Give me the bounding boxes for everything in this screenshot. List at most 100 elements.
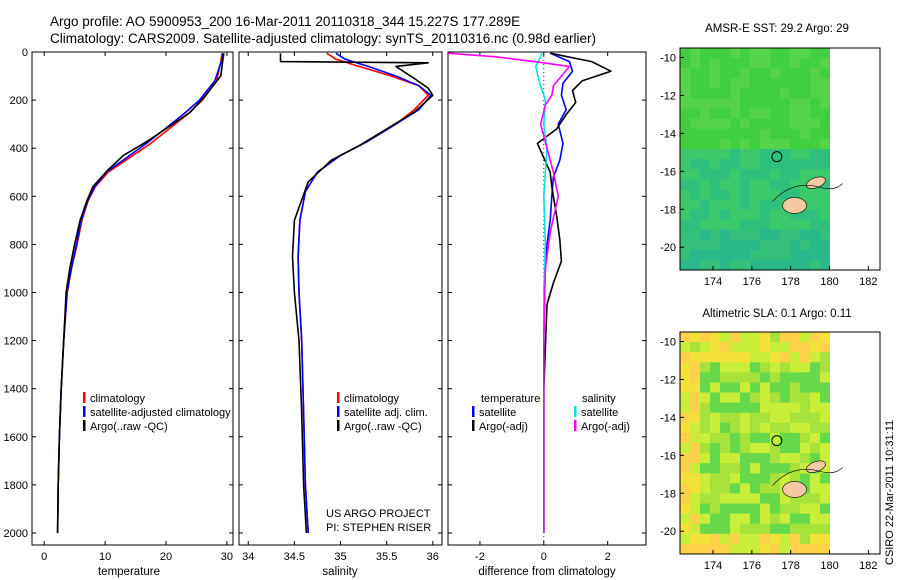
map-cell — [730, 48, 741, 59]
map-cell — [680, 199, 691, 210]
map-cell — [810, 58, 821, 69]
map-cell — [750, 78, 761, 89]
map-cell — [740, 402, 751, 414]
map-cell — [740, 543, 751, 555]
map-cell — [710, 352, 721, 363]
x-tick-label: 35.5 — [376, 551, 397, 563]
map-cell — [820, 108, 831, 120]
map-cell — [770, 463, 781, 474]
map-cell — [680, 209, 691, 221]
map-cell — [700, 392, 711, 404]
map-cell — [700, 78, 711, 89]
map-y-tick-label: -14 — [660, 128, 676, 140]
map-cell — [790, 493, 801, 505]
map-cell — [810, 48, 821, 59]
map-cell — [790, 98, 801, 110]
series-line-argo-raw-qc- — [279, 53, 434, 534]
map-y-tick-label: -12 — [660, 374, 676, 386]
map-cell — [800, 108, 811, 120]
map-cell — [710, 503, 721, 515]
map-cell — [820, 229, 831, 241]
map-x-tick-label: 174 — [704, 560, 722, 572]
map-cell — [780, 68, 791, 79]
map-cell — [720, 259, 731, 271]
x-tick-label: 10 — [99, 551, 111, 563]
difference-panel: -2 0 2 difference from climatology tempera… — [447, 51, 647, 578]
map-cell — [730, 513, 741, 525]
map-cell — [730, 422, 741, 434]
map-cell — [680, 88, 691, 99]
map-cell — [760, 68, 771, 79]
map-cell — [810, 533, 821, 545]
map-cell — [800, 402, 811, 414]
map-cell — [810, 148, 821, 160]
map-cell — [770, 453, 781, 464]
map-cell — [690, 88, 701, 99]
map-cell — [740, 523, 751, 535]
depth-tick-label: 1800 — [4, 480, 28, 492]
map-cell — [780, 493, 791, 505]
map-frame — [679, 331, 881, 555]
map-cell — [730, 463, 741, 474]
map-cell — [750, 523, 761, 535]
map-cell — [800, 98, 811, 110]
map-cell — [790, 453, 801, 464]
map-cell — [730, 402, 741, 414]
map-cell — [760, 239, 771, 251]
map-cell — [760, 128, 771, 140]
legend-title-salinity: salinity — [582, 393, 616, 405]
depth-tick-label: 1400 — [4, 384, 28, 396]
map-cell — [770, 229, 781, 241]
map-cell — [810, 249, 821, 261]
salinity-series — [279, 52, 434, 534]
map-cell — [760, 382, 771, 394]
map-cell — [780, 422, 791, 434]
map-cell — [680, 332, 691, 343]
map-cell — [790, 332, 801, 343]
map-cell — [690, 362, 701, 373]
map-cell — [730, 169, 741, 180]
map-cell — [820, 199, 831, 210]
map-cell — [800, 219, 811, 231]
depth-tick-label: 600 — [10, 191, 28, 203]
map-cell — [690, 402, 701, 414]
map-cell — [700, 239, 711, 251]
legend-temp-satellite: satellite — [479, 407, 516, 419]
map-cell — [690, 239, 701, 251]
map-cell — [790, 463, 801, 474]
map-cell — [780, 473, 791, 484]
map-cell — [760, 493, 771, 505]
map-cell — [710, 108, 721, 120]
map-cell — [800, 332, 811, 343]
map-cell — [700, 453, 711, 464]
map-cell — [800, 513, 811, 525]
map-cell — [760, 98, 771, 110]
map-cell — [700, 503, 711, 515]
map-cell — [800, 432, 811, 444]
map-cell — [740, 533, 751, 545]
map-cell — [710, 68, 721, 79]
map-cell — [820, 543, 831, 555]
map-cell — [750, 473, 761, 484]
map-cell — [770, 58, 781, 69]
map-y-tick-label: -16 — [660, 166, 676, 178]
map-cell — [720, 342, 731, 353]
map-cell — [810, 199, 821, 210]
temperature-legend: climatology satellite-adjusted climatolo… — [83, 392, 231, 433]
map-cell — [740, 88, 751, 99]
map-cell — [690, 78, 701, 89]
difference-ticks: -2 0 2 — [448, 51, 646, 563]
map-cell — [690, 98, 701, 110]
map-cell — [800, 209, 811, 221]
header-line-1: Argo profile: AO 5900953_200 16-Mar-2011… — [50, 14, 520, 29]
map-cell — [730, 219, 741, 231]
map-cell — [690, 189, 701, 200]
map-cell — [770, 332, 781, 343]
map-cell — [780, 443, 791, 454]
x-tick-label: 30 — [221, 551, 233, 563]
map-cell — [700, 58, 711, 69]
reef-contour — [772, 183, 843, 202]
map-cell — [710, 78, 721, 89]
map-cell — [680, 493, 691, 505]
map-cell — [760, 432, 771, 444]
